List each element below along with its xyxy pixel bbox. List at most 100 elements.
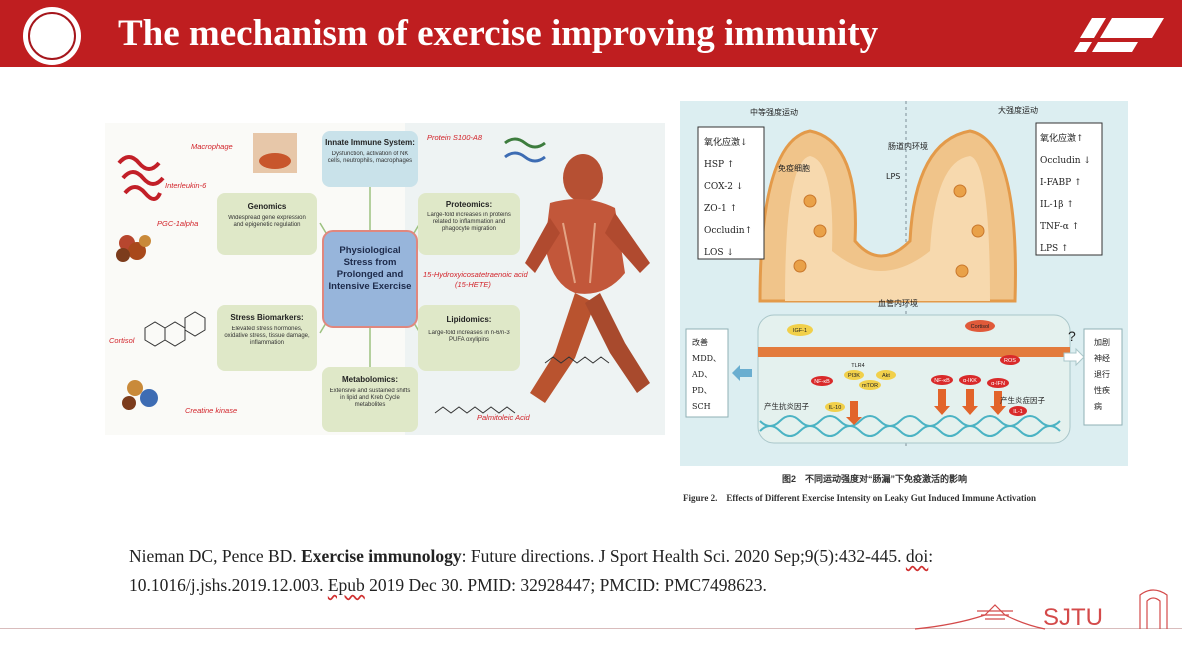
- metabolomics-body-wrap: Extensive and sustained shifts in lipid …: [330, 388, 411, 408]
- label-pgc: PGC-1alpha: [157, 219, 198, 228]
- slide-title: The mechanism of exercise improving immu…: [118, 13, 879, 54]
- metabolomics-box: [322, 367, 418, 432]
- genomics-body-wrap: Widespread gene expression and epigeneti…: [228, 215, 306, 228]
- improve-item: 改善: [692, 337, 708, 347]
- innate-box: [322, 131, 418, 187]
- moderate-marker-item: COX-2 ↓: [704, 182, 743, 192]
- label-interleukin: Interleukin-6: [165, 181, 207, 190]
- pro-inflammatory-label: 产生炎症因子: [1000, 395, 1045, 405]
- improve-item: SCH: [692, 402, 711, 411]
- improve-box: [685, 328, 729, 418]
- lipidomics-body: Large-fold increases in n-6/n-3 PUFA oxy…: [428, 330, 510, 343]
- moderate-marker-item: ZO-1 ↑: [704, 204, 737, 214]
- proteomics-box: [418, 193, 520, 255]
- left-outcome-arrow-icon: [732, 365, 752, 381]
- mol-cortisol: Cortisol: [971, 324, 990, 330]
- label-creatine: Creatine kinase: [185, 406, 237, 415]
- center-text: Physiological Stress from Prolonged and …: [328, 245, 412, 292]
- citation-journal: : Future directions. J Sport Health Sci.…: [461, 546, 906, 566]
- stress-body: Elevated stress hormones, oxidative stre…: [224, 326, 310, 346]
- gut-env-label: 肠道内环境: [888, 141, 928, 151]
- signal-arrows: [846, 389, 1006, 425]
- innate-body-wrap: Dysfunction, activation of NK cells, neu…: [327, 151, 413, 164]
- footer-brand-text: SJTU: [1043, 604, 1103, 631]
- aggravate-item: 性疾: [1094, 385, 1110, 395]
- citation-doi: : 10.1016/j.jshs.2019.12.003.: [129, 546, 934, 595]
- intense-marker-item: IL-1β ↑: [1040, 200, 1074, 210]
- intense-markers-box: [1035, 122, 1103, 256]
- leaky-gut-diagram: 氧化应激↓ HSP ↑ COX-2 ↓ ZO-1 ↑ Occludin↑ LOS ↓ 氧化…: [685, 101, 1123, 446]
- intense-heading: 大强度运动: [998, 105, 1038, 115]
- moderate-marker-item: 氧化应激↓: [704, 136, 748, 148]
- improve-item: PD、: [692, 386, 712, 395]
- leaky-gut-figure: 氧化应激↓ HSP ↑ COX-2 ↓ ZO-1 ↑ Occludin↑ LOS ↓ 氧化…: [680, 101, 1128, 466]
- intense-marker-item: LPS ↑: [1040, 244, 1069, 254]
- aggravate-item: 病: [1094, 401, 1102, 411]
- mol-il1: IL-1: [1013, 409, 1022, 415]
- lipidomics-body-wrap: Large-fold increases in n-6/n-3 PUFA oxy…: [428, 330, 510, 343]
- intense-marker-item: TNF-α ↑: [1040, 222, 1079, 232]
- aggravate-item: 加剧: [1094, 337, 1110, 347]
- runner-figure: [525, 154, 650, 403]
- aggravate-item: 退行: [1094, 369, 1110, 379]
- mol-ros: ROS: [1004, 358, 1016, 364]
- moderate-heading: 中等强度运动: [750, 107, 798, 117]
- dna-strand-2: [759, 415, 1061, 427]
- citation-doi-label: doi: [905, 546, 929, 566]
- mol-igf: IGF-1: [793, 328, 807, 334]
- moderate-marker-item: HSP ↑: [704, 160, 734, 170]
- proteomics-body: Large-fold increases in proteins related…: [427, 212, 511, 232]
- genomics-body: Widespread gene expression and epigeneti…: [228, 215, 306, 228]
- mol-hif: α-IFN: [991, 381, 1005, 387]
- anti-inflammatory-label: 产生抗炎因子: [764, 401, 809, 411]
- genomics-title: Genomics: [248, 202, 287, 211]
- epithelial-cells: [793, 184, 985, 278]
- metabolomics-title: Metabolomics:: [342, 375, 398, 384]
- stress-box: [217, 305, 317, 371]
- mol-pi3k: PI3K: [848, 373, 860, 379]
- title-bar: The mechanism of exercise improving immu…: [0, 0, 1182, 70]
- intestine-lumen: [785, 156, 990, 301]
- lipidomics-box: [418, 305, 520, 371]
- title-bar-divider: [0, 67, 1182, 70]
- aggravate-box: [1083, 328, 1123, 426]
- label-macrophage: Macrophage: [191, 142, 233, 151]
- stress-title: Stress Biomarkers:: [230, 313, 303, 322]
- moderate-marker-item: LOS ↓: [704, 248, 734, 258]
- mol-ikkb: α-IKK: [963, 378, 977, 384]
- omics-diagram: Innate Immune System: Dysfunction, activ…: [109, 123, 665, 435]
- blood-env-label: 血管内环境: [878, 298, 918, 308]
- center-box: [322, 230, 418, 328]
- footer-divider: [0, 628, 1182, 629]
- intense-marker-item: Occludin ↓: [1040, 156, 1091, 166]
- seal-inner-ring: [28, 12, 76, 60]
- label-protein: Protein S100-A8: [427, 133, 483, 142]
- interleukin-structure-icon: [117, 155, 165, 201]
- reference-citation: Nieman DC, Pence BD. Exercise immunology…: [129, 542, 1079, 600]
- innate-body: Dysfunction, activation of NK cells, neu…: [327, 151, 413, 164]
- omics-figure: Innate Immune System: Dysfunction, activ…: [105, 123, 665, 435]
- cortisol-structure-icon: [144, 311, 206, 347]
- moderate-marker-item: Occludin↑: [704, 226, 752, 236]
- creatine-structure-icon: [122, 380, 158, 410]
- improve-item: AD、: [691, 370, 712, 379]
- citation-ids: 2019 Dec 30. PMID: 32928447; PMCID: PMC7…: [364, 575, 767, 595]
- intense-marker-item: I-FABP ↑: [1040, 178, 1082, 188]
- lipidomics-title: Lipidomics:: [447, 315, 492, 324]
- stress-body-wrap: Elevated stress hormones, oxidative stre…: [224, 326, 310, 346]
- lipid-chain-icon: [434, 356, 610, 414]
- lps-label: LPS: [886, 172, 900, 181]
- genomics-box: [217, 193, 317, 255]
- figure-caption-english: Figure 2. Effects of Different Exercise …: [683, 493, 1036, 503]
- moderate-marker-list: 氧化应激↓ HSP ↑ COX-2 ↓ ZO-1 ↑ Occludin↑ LOS ↓: [704, 136, 752, 258]
- immune-cells-label: 免疫细胞: [778, 163, 810, 173]
- cell-membrane: [758, 347, 1070, 357]
- intense-marker-item: 氧化应激↑: [1040, 132, 1084, 144]
- sjtu-footer-logo-icon: SJTU: [915, 589, 1168, 631]
- proteomics-title: Proteomics:: [446, 200, 492, 209]
- improve-item: MDD、: [692, 354, 721, 363]
- mol-nfkb: NF-κB: [814, 379, 830, 385]
- mol-il10: IL-10: [829, 405, 842, 411]
- label-cortisol: Cortisol: [109, 336, 135, 345]
